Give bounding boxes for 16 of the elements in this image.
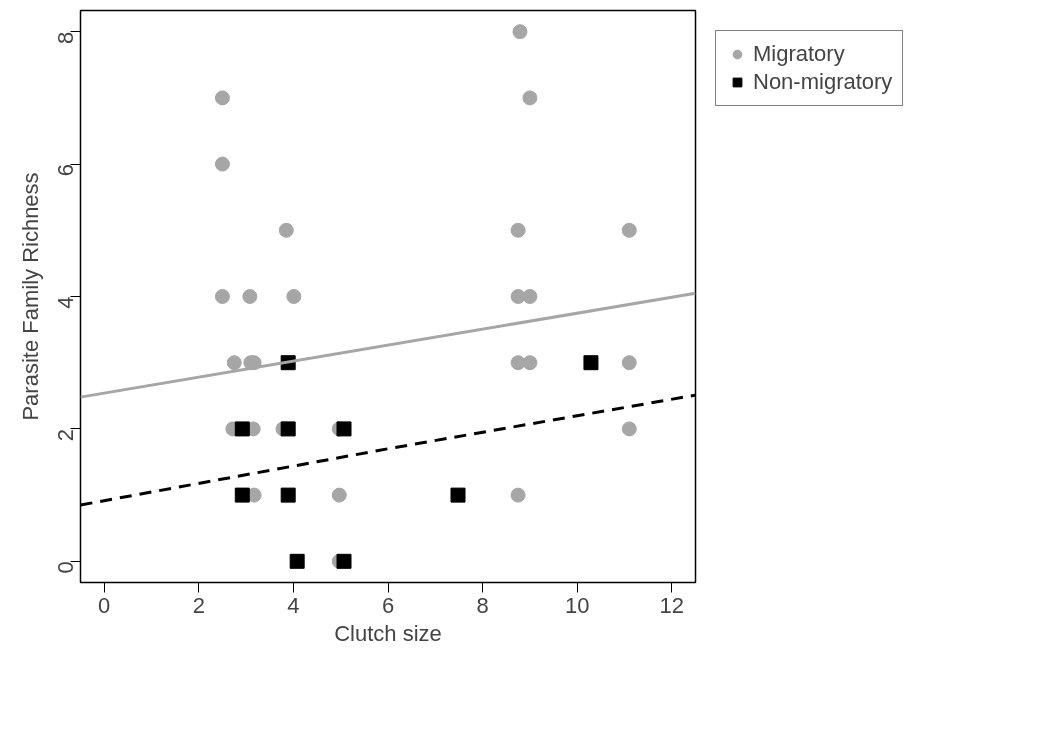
x-tick-label: 4 bbox=[287, 592, 300, 618]
x-tick-label: 12 bbox=[659, 592, 685, 618]
x-tick-label: 2 bbox=[192, 592, 205, 618]
x-tick-label: 10 bbox=[565, 592, 590, 618]
x-tick-label: 6 bbox=[381, 592, 395, 618]
y-tick-label: 0 bbox=[53, 561, 78, 574]
y-tick-label: 6 bbox=[53, 164, 78, 177]
legend-label: Migratory bbox=[753, 41, 845, 67]
x-tick-label: 0 bbox=[98, 592, 111, 618]
y-tick-label: 4 bbox=[53, 296, 78, 309]
x-tick-label: 8 bbox=[476, 592, 489, 618]
legend-label: Non-migratory bbox=[753, 69, 893, 95]
y-tick-label: 8 bbox=[53, 31, 78, 44]
y-axis-title: Parasite Family Richness bbox=[17, 172, 43, 421]
y-tick-label: 2 bbox=[53, 428, 78, 442]
x-axis-title: Clutch size bbox=[334, 620, 442, 646]
